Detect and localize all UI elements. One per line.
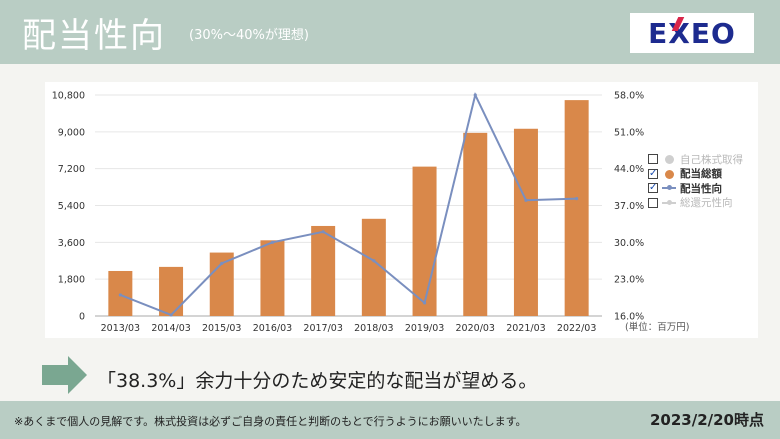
legend-label: 配当総額 <box>680 168 722 181</box>
legend-item[interactable]: 配当総額 <box>648 167 743 182</box>
line-point-payout-ratio <box>372 259 376 263</box>
legend-dot-icon <box>662 169 676 179</box>
bar-dividend-total <box>564 100 589 316</box>
y-left-tick-label: 1,800 <box>58 275 85 286</box>
unit-label: (単位：百万円) <box>625 321 689 333</box>
page-title: 配当性向 <box>22 16 166 56</box>
y-right-tick-label: 37.0% <box>614 201 644 212</box>
bar-dividend-total <box>311 225 336 316</box>
line-point-payout-ratio <box>321 230 325 234</box>
y-right-tick-label: 51.0% <box>614 127 644 138</box>
line-point-payout-ratio <box>270 240 275 244</box>
x-tick-label: 2017/03 <box>303 323 342 334</box>
legend-item[interactable]: 総還元性向 <box>648 196 743 211</box>
y-left-tick-label: 3,600 <box>58 238 85 249</box>
summary-message: 「38.3%」余力十分のため安定的な配当が望める。 <box>97 370 538 392</box>
bar-dividend-total <box>513 128 538 316</box>
y-right-tick-label: 44.0% <box>614 164 644 175</box>
legend-item[interactable]: 自己株式取得 <box>648 152 743 167</box>
y-right-tick-label: 30.0% <box>614 238 644 249</box>
line-point-payout-ratio <box>524 198 528 202</box>
x-tick-label: 2016/03 <box>253 323 292 334</box>
legend-line-icon <box>662 183 676 193</box>
legend-dot-icon <box>662 154 676 165</box>
bar-dividend-total <box>260 240 285 316</box>
y-left-tick-label: 0 <box>79 312 85 323</box>
y-left-tick-label: 9,000 <box>58 127 85 138</box>
legend-line-icon <box>662 198 676 208</box>
arrow-right-icon <box>42 356 87 394</box>
line-point-payout-ratio <box>169 313 173 317</box>
chart-legend: 自己株式取得配当総額配当性向総還元性向 <box>648 152 743 210</box>
footer-bar: ※あくまで個人の見解です。株式投資は必ずご自身の責任と判断のもとで行うようにお願… <box>0 401 780 439</box>
y-right-tick-label: 23.0% <box>614 275 644 286</box>
line-point-payout-ratio <box>575 197 579 201</box>
line-point-payout-ratio <box>422 301 427 305</box>
legend-item[interactable]: 配当性向 <box>648 181 743 196</box>
legend-label: 総還元性向 <box>680 197 733 210</box>
y-right-tick-label: 58.0% <box>614 91 644 102</box>
x-tick-label: 2021/03 <box>506 323 545 334</box>
disclaimer-text: ※あくまで個人の見解です。株式投資は必ずご自身の責任と判断のもとで行うようにお願… <box>14 415 527 428</box>
x-tick-label: 2018/03 <box>354 323 393 334</box>
bar-dividend-total <box>159 266 184 316</box>
bar-dividend-total <box>463 132 488 316</box>
x-tick-label: 2013/03 <box>101 323 140 334</box>
y-left-tick-label: 7,200 <box>58 164 85 175</box>
x-tick-label: 2019/03 <box>405 323 444 334</box>
legend-label: 自己株式取得 <box>680 153 743 166</box>
bar-dividend-total <box>412 166 437 316</box>
line-point-payout-ratio <box>220 261 224 265</box>
y-left-tick-label: 10,800 <box>52 91 85 102</box>
as-of-date: 2023/2/20時点 <box>649 411 764 429</box>
line-point-payout-ratio <box>118 293 122 297</box>
x-tick-label: 2015/03 <box>202 323 241 334</box>
line-point-payout-ratio <box>473 93 477 97</box>
legend-checkbox[interactable] <box>648 168 658 179</box>
x-tick-label: 2022/03 <box>557 323 596 334</box>
y-right-tick-label: 16.0% <box>614 312 644 323</box>
legend-checkbox[interactable] <box>648 183 658 194</box>
x-tick-label: 2014/03 <box>151 323 190 334</box>
logo-text: EXEO <box>648 17 736 50</box>
legend-checkbox[interactable] <box>648 197 658 208</box>
y-left-tick-label: 5,400 <box>58 201 85 212</box>
line-payout-ratio <box>119 92 577 317</box>
x-tick-label: 2020/03 <box>456 323 495 334</box>
header-bar: 配当性向 (30%〜40%が理想) EXEO <box>0 0 780 64</box>
page-subtitle: (30%〜40%が理想) <box>189 28 309 43</box>
legend-label: 配当性向 <box>680 182 722 195</box>
legend-checkbox[interactable] <box>648 154 658 165</box>
company-logo: EXEO <box>630 13 754 53</box>
